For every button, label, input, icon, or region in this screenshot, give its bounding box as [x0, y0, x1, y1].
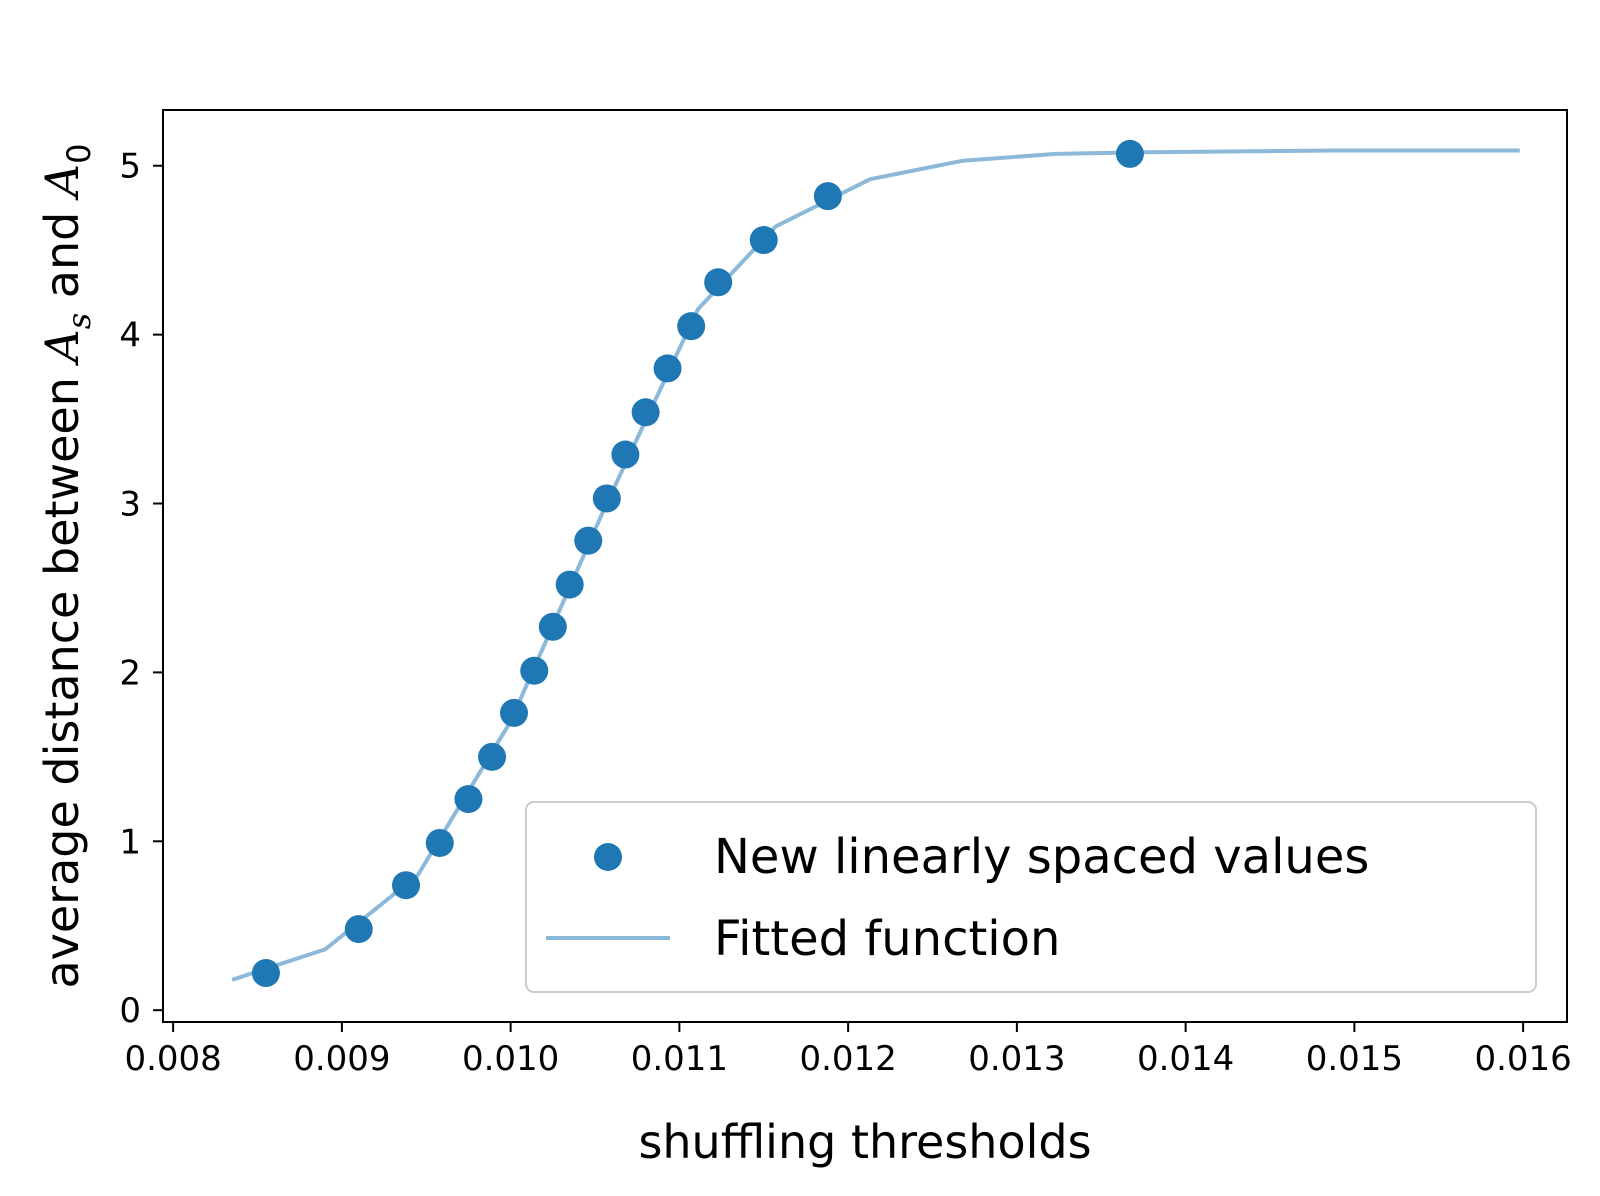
data-point	[425, 828, 454, 857]
y-tick-label: 1	[119, 822, 141, 862]
y-axis-title-var-a0: A	[35, 164, 89, 201]
x-axis-title: shuffling thresholds	[638, 1115, 1091, 1169]
data-point	[454, 785, 483, 814]
y-tick-label: 0	[119, 991, 141, 1031]
y-tick-label: 3	[119, 485, 141, 525]
y-tick-label: 5	[119, 147, 141, 187]
data-point	[392, 871, 420, 900]
data-point	[611, 440, 640, 469]
y-axis-title: average distance between As and A0	[35, 143, 98, 988]
data-point	[555, 570, 584, 599]
legend-box	[525, 801, 1537, 993]
fitted-function-layer	[231, 148, 1520, 982]
data-point	[478, 742, 507, 771]
data-point	[677, 312, 706, 341]
data-point	[520, 656, 549, 685]
data-point	[631, 398, 660, 427]
data-point	[1115, 139, 1144, 168]
x-tick-label: 0.014	[1137, 1039, 1234, 1079]
y-axis-title-sub-0: 0	[60, 143, 98, 163]
x-tick-label: 0.013	[968, 1039, 1065, 1079]
legend-label-points: New linearly spaced values	[714, 829, 1369, 885]
x-tick-label: 0.016	[1474, 1039, 1571, 1079]
data-point	[500, 698, 528, 727]
data-point	[592, 484, 621, 513]
data-point	[344, 915, 373, 944]
data-point	[538, 612, 567, 641]
y-axis-ticks: 0 1 2 3 4 5	[119, 147, 163, 1031]
legend-label-line: Fitted function	[714, 911, 1060, 967]
x-tick-label: 0.009	[293, 1039, 390, 1079]
y-axis-title-prefix: average distance between	[35, 363, 89, 989]
y-tick-label: 4	[119, 316, 141, 356]
legend-marker-points	[594, 843, 622, 871]
x-tick-label: 0.010	[462, 1039, 559, 1079]
data-point	[704, 268, 733, 297]
y-axis-title-middle: and	[35, 197, 89, 313]
fitted-function-line	[231, 148, 1520, 982]
y-axis-title-var-a: A	[35, 329, 89, 366]
data-point	[574, 526, 603, 555]
data-point	[251, 959, 280, 988]
y-tick-label: 2	[119, 653, 141, 693]
data-point	[653, 354, 682, 383]
data-point	[749, 226, 778, 255]
legend: New linearly spaced values Fitted functi…	[525, 801, 1537, 993]
x-tick-label: 0.015	[1306, 1039, 1403, 1079]
x-tick-label: 0.012	[799, 1039, 896, 1079]
x-axis-ticks: 0.008 0.009 0.010 0.011 0.012 0.013 0.014 0.015…	[124, 1022, 1572, 1079]
data-point	[813, 182, 842, 211]
y-axis-title-sub-s: s	[60, 313, 98, 329]
x-tick-label: 0.011	[631, 1039, 728, 1079]
x-tick-label: 0.008	[124, 1039, 221, 1079]
scatter-points-layer	[251, 139, 1144, 988]
